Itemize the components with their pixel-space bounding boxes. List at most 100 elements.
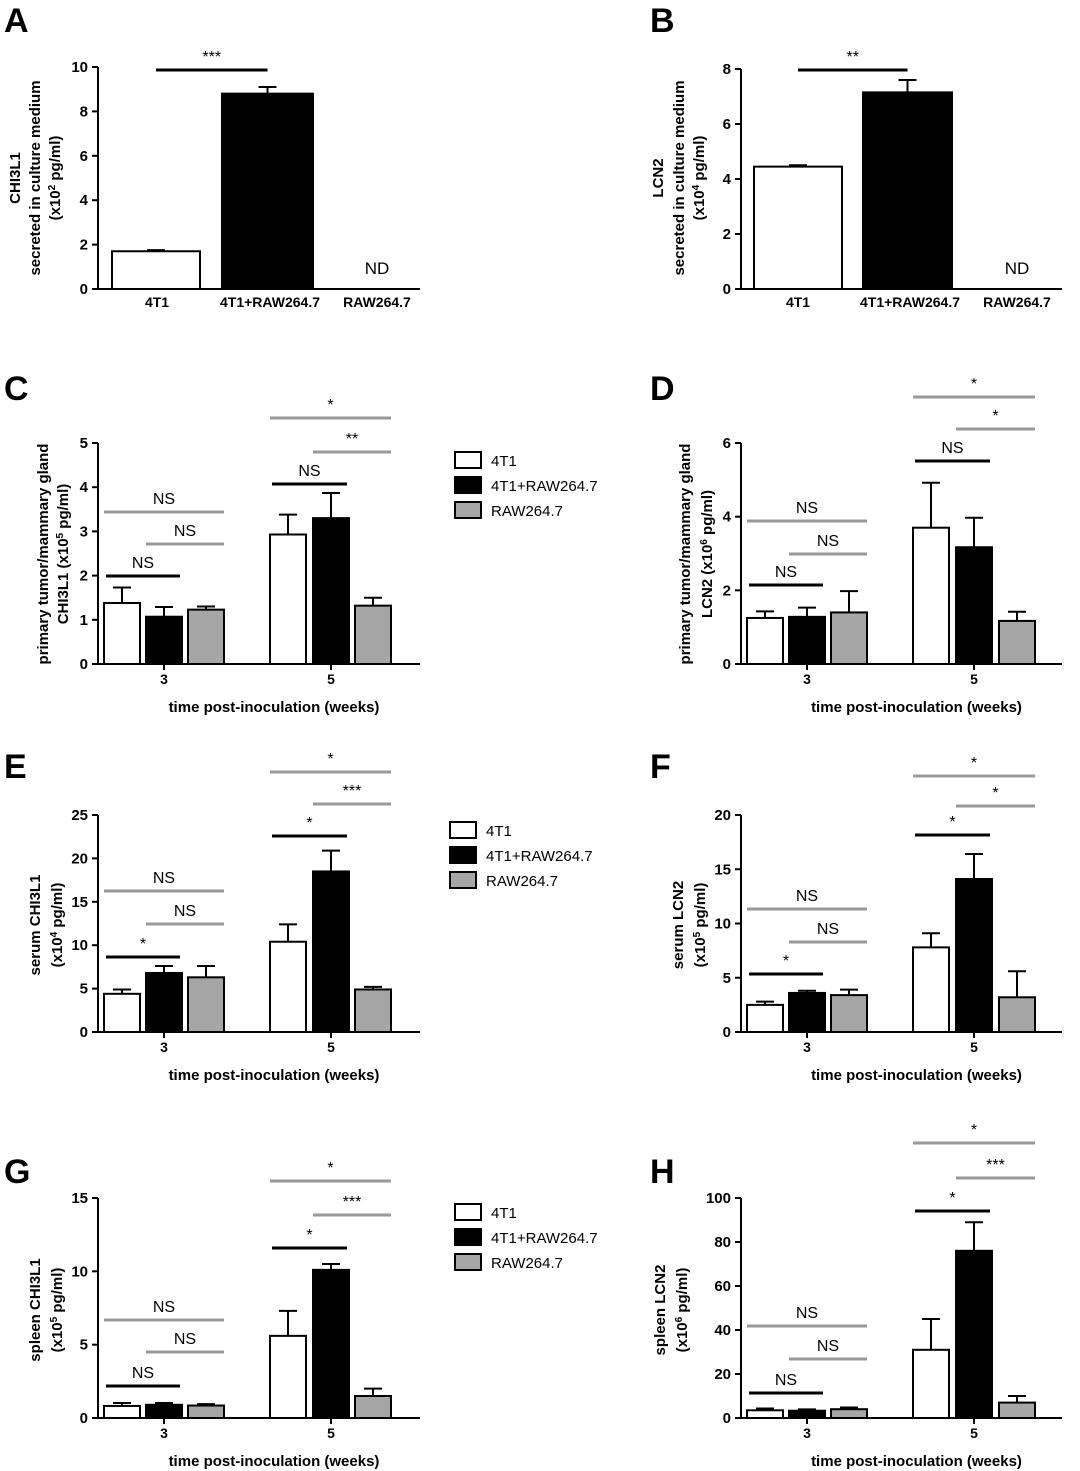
x-axis-label: time post-inoculation (weeks) [169,699,380,716]
bar [103,602,141,666]
x-axis-label: time post-inoculation (weeks) [169,1067,380,1084]
not-detected-label: ND [365,259,390,278]
significance-label: * [949,1190,955,1207]
significance-label: * [971,755,977,772]
significance-label: * [327,397,333,414]
not-detected-label: ND [1005,259,1030,278]
bar [998,619,1036,666]
y-tick-label: 25 [71,807,88,824]
y-tick-label: 15 [71,894,88,911]
legend: 4T1 4T1+RAW264.7 RAW264.7 [454,451,598,520]
y-tick-label: 60 [714,1278,731,1295]
x-tick-label: 5 [970,671,978,687]
y-tick-label: 15 [71,1190,88,1207]
y-axis-label: LCN2 (x106 pg/ml) [699,490,717,618]
x-tick-label: 5 [970,1039,978,1055]
y-axis-label: CHI3L1 [7,152,24,204]
significance-label: NS [174,523,196,540]
x-tick-label: 3 [803,1425,811,1441]
bar [145,971,183,1034]
panel-f: F 0 5 10 15 20 serum LCN2 (x105 pg/ml) time post… [650,748,1062,1084]
y-axis-label: LCN2 [650,158,667,197]
legend-swatch [454,1253,482,1271]
significance-label: *** [343,1194,362,1211]
y-tick-label: 8 [723,61,731,78]
x-tick-label: 5 [970,1425,978,1441]
y-tick-label: 0 [80,1410,88,1427]
y-axis-label: secreted in culture medium [27,80,44,275]
bar [145,1403,183,1420]
bar [788,991,826,1034]
x-tick-label: 4T1 [786,294,810,310]
y-axis-label: (x105 pg/ml) [49,1268,67,1353]
bar [269,533,307,666]
y-tick-label: 6 [723,116,731,133]
x-tick-label: 4T1 [145,294,169,310]
significance-label: NS [153,1299,175,1316]
bar [912,1348,950,1420]
significance-label: NS [817,533,839,550]
significance-label: * [949,814,955,831]
bar [830,611,868,666]
y-tick-label: 2 [80,568,88,585]
y-axis-label: secreted in culture medium [671,80,688,275]
significance-label: * [327,1160,333,1177]
panel-h: H 0 20 40 60 80 100 spleen LCN2 (x106 pg/ml) time… [650,1122,1062,1470]
y-tick-label: 10 [71,59,88,76]
y-tick-label: 6 [723,435,731,452]
x-tick-label: RAW264.7 [343,294,411,310]
y-axis-label: spleen LCN2 [652,1265,669,1356]
bar [955,878,993,1034]
panel-c: C 0 1 2 3 4 5 primary tumor/mammary gland CHI3L1… [4,370,420,716]
bar [187,1404,225,1419]
legend-swatch [449,871,477,889]
y-tick-label: 4 [723,171,732,188]
significance-label: * [306,1227,312,1244]
bar [830,1408,868,1419]
bar [187,976,225,1033]
y-tick-label: 20 [714,807,731,824]
y-tick-label: 40 [714,1322,731,1339]
bar [753,165,843,290]
panel-d: D 0 2 4 6 primary tumor/mammary gland LCN2 (x1… [650,370,1062,716]
panel-letter: C [4,370,29,408]
bar [998,996,1036,1034]
x-axis-label: time post-inoculation (weeks) [169,1453,380,1470]
legend-label: 4T1+RAW264.7 [491,478,598,495]
legend-label: 4T1 [491,1205,517,1222]
significance-label: NS [796,500,818,517]
bar [746,616,784,665]
significance-label: *** [202,49,221,66]
bar [111,250,201,290]
x-tick-label: 4T1+RAW264.7 [860,294,960,310]
y-tick-label: 3 [80,523,88,540]
bar [955,546,993,666]
y-tick-label: 20 [714,1366,731,1383]
y-axis-label: (x104 pg/ml) [691,136,709,221]
y-tick-label: 4 [80,192,89,209]
legend-swatch [454,1203,482,1221]
y-tick-label: 6 [80,148,88,165]
significance-label: * [971,1122,977,1139]
bar [862,91,953,290]
y-tick-label: 0 [723,1410,731,1427]
significance-label: *** [343,783,362,800]
y-tick-label: 4 [723,509,732,526]
bar [746,1003,784,1033]
y-axis-label: (x105 pg/ml) [692,883,710,968]
y-tick-label: 15 [714,861,731,878]
x-tick-label: 3 [160,671,168,687]
significance-label: ** [847,49,859,66]
y-axis-label: primary tumor/mammary gland [35,444,52,665]
legend: 4T1 4T1+RAW264.7 RAW264.7 [454,1203,598,1272]
bar [145,615,183,665]
bar [269,1334,307,1420]
y-tick-label: 0 [723,656,731,673]
x-tick-label: RAW264.7 [983,294,1051,310]
panel-g: G 0 5 10 15 spleen CHI3L1 (x105 pg/ml) time pos… [4,1153,420,1470]
y-axis-label: (x106 pg/ml) [674,1268,692,1353]
bar [354,604,392,666]
y-tick-label: 8 [80,103,88,120]
y-tick-label: 100 [706,1190,731,1207]
